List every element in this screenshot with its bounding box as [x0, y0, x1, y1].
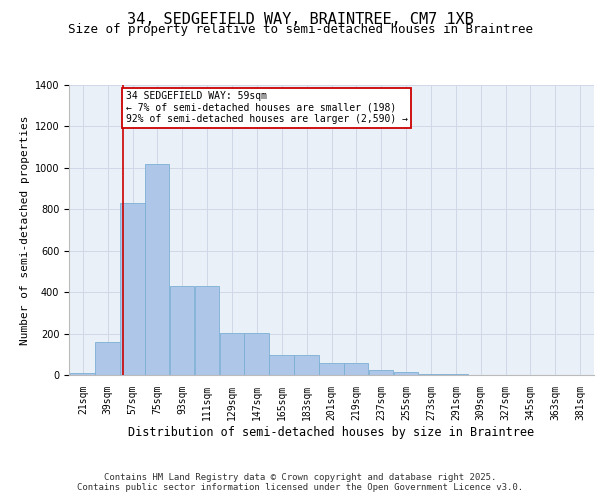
- Bar: [244, 332, 269, 375]
- Bar: [394, 372, 418, 375]
- Bar: [419, 374, 443, 375]
- Bar: [120, 203, 145, 375]
- Bar: [70, 373, 95, 375]
- Bar: [170, 286, 194, 375]
- Bar: [220, 332, 244, 375]
- Bar: [369, 370, 393, 375]
- Bar: [443, 374, 468, 375]
- Bar: [344, 362, 368, 375]
- Text: 34 SEDGEFIELD WAY: 59sqm
← 7% of semi-detached houses are smaller (198)
92% of s: 34 SEDGEFIELD WAY: 59sqm ← 7% of semi-de…: [125, 91, 407, 124]
- Bar: [95, 342, 120, 375]
- X-axis label: Distribution of semi-detached houses by size in Braintree: Distribution of semi-detached houses by …: [128, 426, 535, 438]
- Bar: [145, 164, 169, 375]
- Bar: [319, 362, 344, 375]
- Bar: [294, 356, 319, 375]
- Text: Size of property relative to semi-detached houses in Braintree: Size of property relative to semi-detach…: [67, 22, 533, 36]
- Text: Contains HM Land Registry data © Crown copyright and database right 2025.
Contai: Contains HM Land Registry data © Crown c…: [77, 473, 523, 492]
- Y-axis label: Number of semi-detached properties: Number of semi-detached properties: [20, 116, 31, 345]
- Text: 34, SEDGEFIELD WAY, BRAINTREE, CM7 1XB: 34, SEDGEFIELD WAY, BRAINTREE, CM7 1XB: [127, 12, 473, 28]
- Bar: [195, 286, 219, 375]
- Bar: [269, 356, 294, 375]
